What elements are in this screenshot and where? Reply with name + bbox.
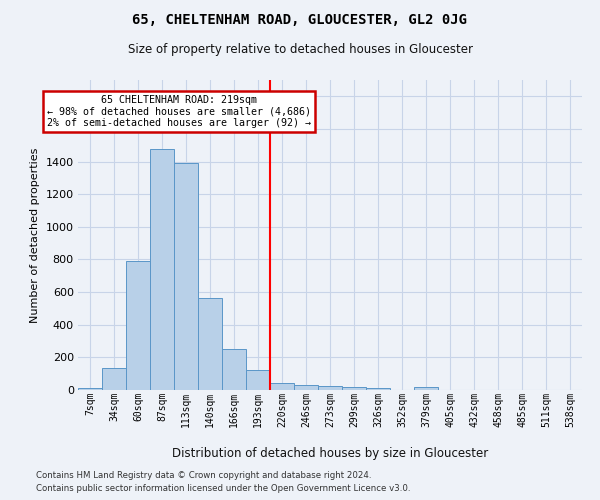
Bar — [102, 368, 126, 390]
Bar — [294, 385, 318, 390]
Bar — [246, 370, 270, 390]
Bar — [366, 388, 390, 390]
Bar — [270, 384, 294, 390]
Bar — [174, 163, 198, 390]
Y-axis label: Number of detached properties: Number of detached properties — [30, 148, 40, 322]
Bar — [342, 386, 366, 390]
Text: Size of property relative to detached houses in Gloucester: Size of property relative to detached ho… — [128, 42, 473, 56]
Text: Contains public sector information licensed under the Open Government Licence v3: Contains public sector information licen… — [36, 484, 410, 493]
Text: Distribution of detached houses by size in Gloucester: Distribution of detached houses by size … — [172, 448, 488, 460]
Bar — [198, 298, 222, 390]
Bar — [222, 349, 246, 390]
Bar — [126, 261, 150, 390]
Bar — [318, 386, 342, 390]
Text: 65 CHELTENHAM ROAD: 219sqm
← 98% of detached houses are smaller (4,686)
2% of se: 65 CHELTENHAM ROAD: 219sqm ← 98% of deta… — [47, 94, 311, 128]
Text: 65, CHELTENHAM ROAD, GLOUCESTER, GL2 0JG: 65, CHELTENHAM ROAD, GLOUCESTER, GL2 0JG — [133, 12, 467, 26]
Text: Contains HM Land Registry data © Crown copyright and database right 2024.: Contains HM Land Registry data © Crown c… — [36, 470, 371, 480]
Bar — [78, 388, 102, 390]
Bar — [414, 386, 438, 390]
Bar — [150, 150, 174, 390]
